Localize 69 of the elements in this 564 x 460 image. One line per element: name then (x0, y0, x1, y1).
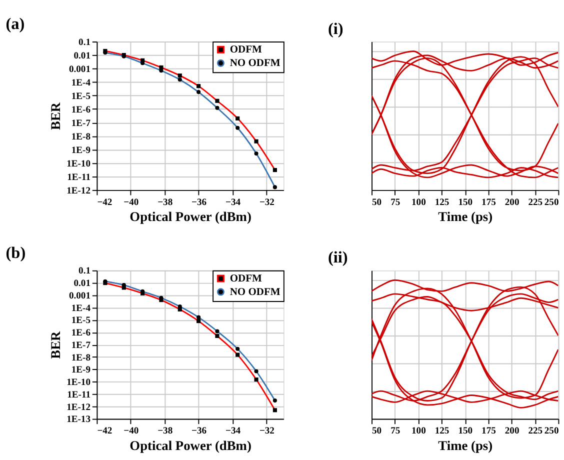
legend-label: NO ODFM (230, 286, 280, 298)
y-tick-label: 1E-13 (66, 414, 91, 426)
y-tick-label: 1E-9 (71, 144, 91, 156)
legend-label: ODFM (230, 44, 262, 56)
x-tick-label: −40 (124, 196, 139, 208)
x-axis-title: Optical Power (dBm) (130, 209, 252, 224)
y-tick-label: 1E-10 (66, 158, 91, 170)
x-axis-title: Optical Power (dBm) (130, 438, 252, 453)
y-tick-label: 1E-4 (71, 77, 91, 88)
legend-label: NO ODFM (230, 58, 280, 69)
x-tick-label: −32 (259, 196, 275, 208)
y-tick-label: 1E-8 (71, 131, 91, 142)
y-axis-title: BER (48, 102, 63, 130)
chart-title: (a) (6, 15, 25, 34)
y-tick-label: 1E-4 (71, 302, 91, 314)
x-tick-label: 225 (528, 426, 543, 437)
y-tick-label: 0.1 (78, 266, 91, 277)
x-tick-label: 125 (434, 426, 450, 437)
y-tick-label: 0.01 (74, 278, 91, 290)
y-tick-label: 0.001 (68, 290, 91, 302)
x-tick-label: 175 (482, 426, 496, 437)
y-tick-label: 1E-5 (71, 315, 91, 326)
y-tick-label: 0.001 (68, 64, 91, 75)
x-tick-label: 200 (504, 426, 520, 437)
y-tick-label: 1E-7 (71, 118, 91, 129)
x-tick-label: 200 (504, 196, 520, 208)
x-tick-label: 150 (458, 196, 473, 208)
y-tick-label: 0.01 (74, 50, 91, 62)
x-tick-label: 250 (544, 426, 559, 437)
x-tick-label: 75 (390, 426, 400, 437)
x-tick-label: 250 (544, 196, 559, 208)
x-tick-label: −42 (97, 196, 112, 208)
x-tick-label: −38 (158, 196, 173, 208)
y-axis-title: BER (48, 330, 63, 359)
x-tick-label: −40 (124, 426, 139, 437)
y-tick-label: 1E-11 (67, 389, 91, 400)
chart-title: (b) (6, 244, 26, 262)
y-tick-label: 0.1 (78, 36, 91, 48)
x-tick-label: 100 (412, 196, 426, 208)
x-tick-label: −38 (158, 426, 173, 437)
y-tick-label: 1E-5 (71, 90, 91, 102)
x-axis-title: Time (ps) (438, 438, 493, 453)
x-tick-label: −32 (259, 426, 275, 437)
chart-title: (ii) (328, 248, 348, 267)
x-tick-label: −36 (192, 426, 207, 437)
x-tick-label: 150 (458, 426, 473, 437)
y-tick-label: 1E-6 (71, 104, 91, 116)
chart-title: (i) (328, 20, 344, 38)
x-tick-label: −42 (97, 426, 112, 437)
x-tick-label: −34 (225, 426, 241, 437)
y-tick-label: 1E-8 (71, 352, 91, 364)
x-axis-title: Time (ps) (438, 209, 493, 224)
x-tick-label: 225 (528, 196, 543, 208)
y-tick-label: 1E-7 (71, 340, 91, 351)
x-tick-label: −34 (225, 196, 241, 208)
x-tick-label: 50 (372, 426, 382, 437)
y-tick-label: 1E-6 (71, 328, 91, 339)
y-tick-label: 1E-9 (71, 364, 91, 376)
y-tick-label: 1E-12 (66, 402, 91, 413)
x-tick-label: 175 (482, 196, 496, 208)
y-tick-label: 1E-10 (66, 377, 91, 388)
x-tick-label: 125 (434, 196, 450, 208)
legend-label: ODFM (230, 273, 262, 284)
y-tick-label: 1E-12 (66, 185, 91, 196)
x-tick-label: 50 (372, 196, 382, 208)
y-tick-label: 1E-11 (67, 172, 91, 183)
x-tick-label: 75 (390, 196, 400, 208)
x-tick-label: 100 (412, 426, 426, 437)
x-tick-label: −36 (192, 196, 207, 208)
